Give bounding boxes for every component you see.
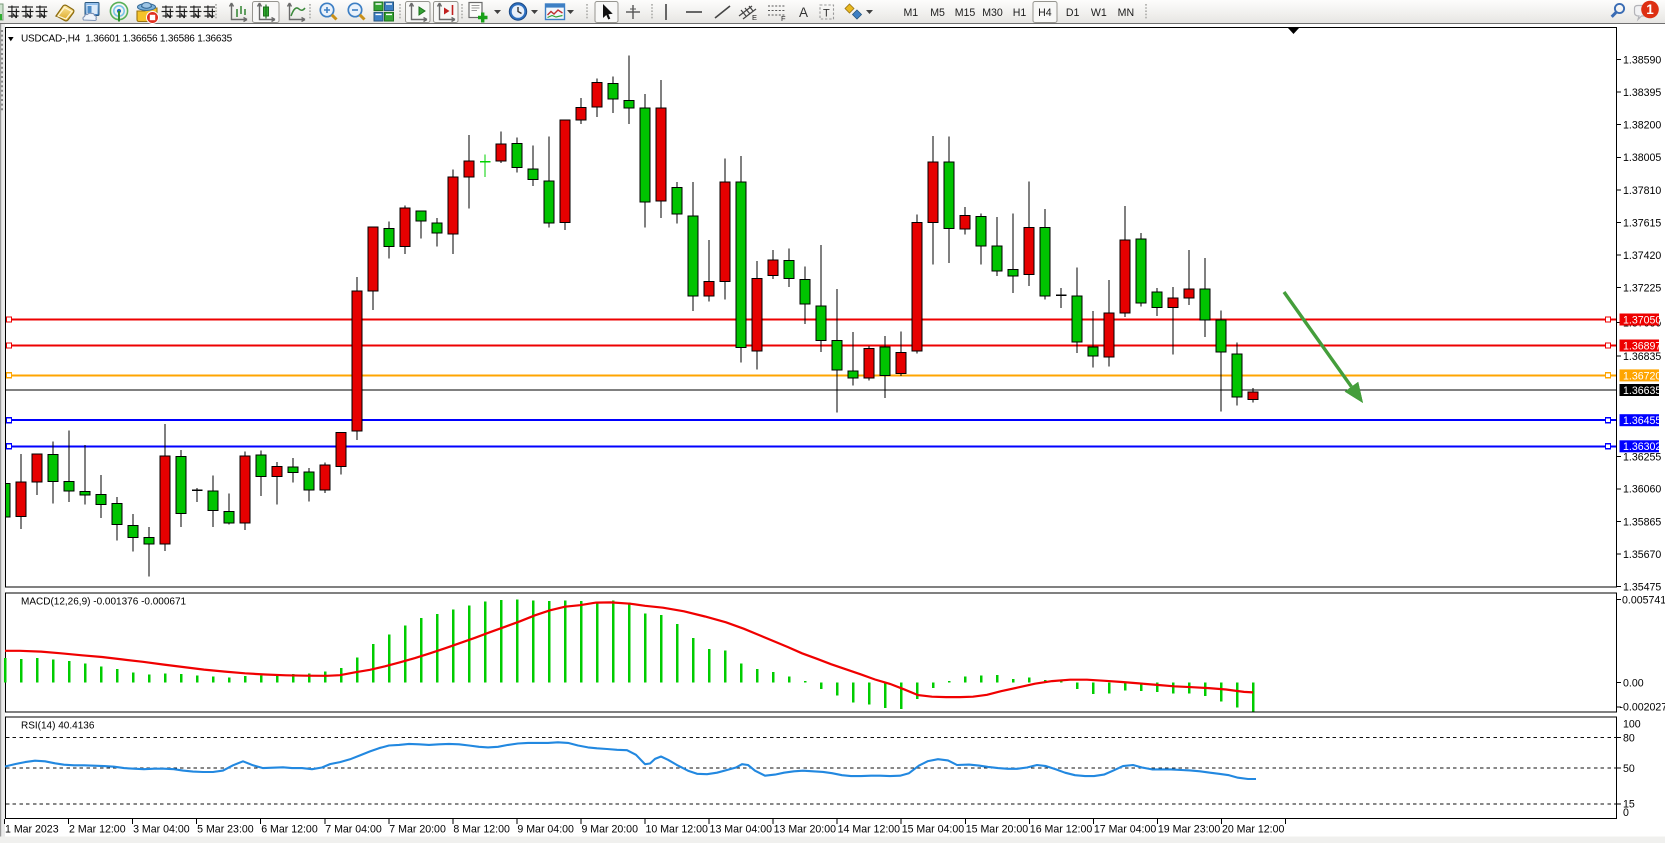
svg-text:5 Mar 23:00: 5 Mar 23:00	[197, 824, 254, 836]
svg-text:1.35475: 1.35475	[1623, 581, 1661, 593]
svg-text:1.36835: 1.36835	[1623, 351, 1661, 363]
svg-text:1.37225: 1.37225	[1623, 283, 1661, 295]
svg-text:M30: M30	[982, 7, 1003, 19]
svg-text:19 Mar 23:00: 19 Mar 23:00	[1158, 824, 1221, 836]
svg-text:13 Mar 04:00: 13 Mar 04:00	[710, 824, 773, 836]
svg-text:14 Mar 12:00: 14 Mar 12:00	[838, 824, 901, 836]
svg-text:1.38200: 1.38200	[1623, 120, 1661, 132]
svg-text:H4: H4	[1038, 7, 1052, 19]
svg-text:1.38395: 1.38395	[1623, 87, 1661, 99]
svg-text:1.36255: 1.36255	[1623, 451, 1661, 463]
svg-text:1.36455: 1.36455	[1623, 415, 1661, 427]
svg-text:3 Mar 04:00: 3 Mar 04:00	[133, 824, 190, 836]
svg-text:16 Mar 12:00: 16 Mar 12:00	[1030, 824, 1093, 836]
svg-text:E: E	[752, 13, 757, 22]
svg-text:0.005741: 0.005741	[1622, 594, 1665, 606]
svg-text:1.36635: 1.36635	[1623, 385, 1661, 397]
svg-text:0: 0	[1623, 807, 1629, 819]
svg-text:9 Mar 04:00: 9 Mar 04:00	[517, 824, 574, 836]
svg-text:100: 100	[1623, 719, 1641, 731]
svg-text:80: 80	[1623, 732, 1635, 744]
svg-text:T: T	[823, 8, 830, 20]
svg-text:1.35670: 1.35670	[1623, 549, 1661, 561]
svg-text:9 Mar 20:00: 9 Mar 20:00	[581, 824, 638, 836]
svg-text:50: 50	[1623, 763, 1635, 775]
svg-text:13 Mar 20:00: 13 Mar 20:00	[774, 824, 837, 836]
svg-text:M5: M5	[930, 7, 945, 19]
svg-text:1.36302: 1.36302	[1623, 441, 1661, 453]
svg-text:0.00: 0.00	[1623, 677, 1644, 689]
svg-text:1.36720: 1.36720	[1623, 370, 1661, 382]
svg-text:20 Mar 12:00: 20 Mar 12:00	[1222, 824, 1285, 836]
svg-text:1.37810: 1.37810	[1623, 185, 1661, 197]
svg-text:7 Mar 20:00: 7 Mar 20:00	[389, 824, 446, 836]
svg-text:15: 15	[1623, 799, 1635, 811]
svg-text:1: 1	[1646, 2, 1654, 17]
svg-text:F: F	[781, 14, 786, 23]
svg-text:8 Mar 12:00: 8 Mar 12:00	[453, 824, 510, 836]
svg-text:10 Mar 12:00: 10 Mar 12:00	[646, 824, 709, 836]
svg-text:RSI(14) 40.4136: RSI(14) 40.4136	[21, 721, 95, 732]
svg-text:1.37420: 1.37420	[1623, 250, 1661, 262]
svg-text:USDCAD-,H4 1.36601 1.36656 1.: USDCAD-,H4 1.36601 1.36656 1.36586 1.366…	[21, 34, 233, 45]
svg-text:M1: M1	[903, 7, 918, 19]
svg-text:H1: H1	[1013, 7, 1027, 19]
svg-text:W1: W1	[1091, 7, 1107, 19]
svg-text:1.36897: 1.36897	[1623, 340, 1661, 352]
svg-text:1.38590: 1.38590	[1623, 54, 1661, 66]
svg-text:1.38005: 1.38005	[1623, 152, 1661, 164]
svg-text:1.36060: 1.36060	[1623, 484, 1661, 496]
svg-text:1.37615: 1.37615	[1623, 217, 1661, 229]
svg-text:MACD(12,26,9) -0.001376 -0.000: MACD(12,26,9) -0.001376 -0.000671	[21, 597, 187, 608]
svg-text:7 Mar 04:00: 7 Mar 04:00	[325, 824, 382, 836]
svg-text:-0.002027: -0.002027	[1620, 702, 1665, 714]
svg-text:1.35865: 1.35865	[1623, 516, 1661, 528]
svg-text:1 Mar 2023: 1 Mar 2023	[5, 824, 59, 836]
svg-text:2 Mar 12:00: 2 Mar 12:00	[69, 824, 126, 836]
svg-text:6 Mar 12:00: 6 Mar 12:00	[261, 824, 318, 836]
svg-text:17 Mar 04:00: 17 Mar 04:00	[1094, 824, 1157, 836]
svg-text:15 Mar 04:00: 15 Mar 04:00	[902, 824, 965, 836]
svg-text:15 Mar 20:00: 15 Mar 20:00	[966, 824, 1029, 836]
svg-text:1.37050: 1.37050	[1623, 314, 1661, 326]
svg-text:M15: M15	[955, 7, 976, 19]
svg-text:D1: D1	[1066, 7, 1080, 19]
svg-text:MN: MN	[1118, 7, 1134, 19]
svg-text:A: A	[799, 5, 808, 20]
